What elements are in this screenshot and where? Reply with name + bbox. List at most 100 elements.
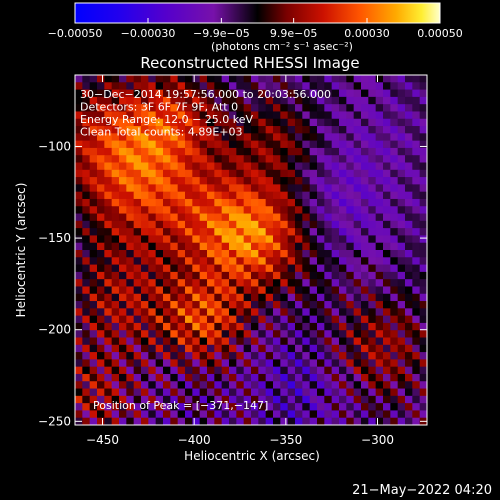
heatmap-cell [287, 126, 296, 134]
heatmap-cell [214, 82, 223, 90]
heatmap-cell [353, 395, 362, 404]
heatmap-cell [214, 140, 223, 149]
heatmap-cell [295, 337, 303, 346]
heatmap-cell [104, 118, 113, 127]
heatmap-cell [383, 162, 391, 171]
heatmap-cell [199, 82, 208, 90]
heatmap-cell [383, 279, 391, 287]
heatmap-cell [207, 177, 215, 185]
heatmap-cell [383, 89, 391, 98]
heatmap-cell [273, 417, 281, 426]
heatmap-cell [287, 198, 296, 207]
heatmap-cell [82, 264, 91, 273]
heatmap-cell [133, 184, 142, 193]
heatmap-cell [214, 89, 223, 98]
heatmap-cell [397, 381, 406, 389]
heatmap-cell [302, 184, 311, 193]
heatmap-cell [111, 417, 120, 426]
heatmap-cell [82, 96, 91, 105]
heatmap-cell [97, 155, 105, 163]
heatmap-cell [375, 388, 384, 397]
heatmap-cell [229, 315, 237, 324]
heatmap-cell [280, 235, 289, 244]
heatmap-cell [383, 373, 391, 382]
heatmap-cell [361, 330, 369, 338]
heatmap-cell [397, 169, 406, 178]
heatmap-cell [89, 279, 98, 287]
heatmap-cell [405, 104, 413, 112]
heatmap-cell [331, 177, 340, 185]
heatmap-cell [82, 184, 91, 193]
heatmap-cell [177, 395, 186, 404]
heatmap-cell [331, 381, 340, 389]
heatmap-cell [192, 301, 201, 309]
heatmap-cell [75, 373, 83, 382]
heatmap-cell [111, 220, 120, 229]
heatmap-cell [324, 75, 333, 83]
heatmap-cell [265, 403, 274, 411]
heatmap-cell [302, 220, 311, 229]
heatmap-cell [412, 220, 421, 229]
heatmap-cell [75, 403, 83, 411]
heatmap-cell [221, 104, 230, 112]
heatmap-cell [185, 206, 193, 214]
heatmap-cell [273, 410, 281, 419]
heatmap-cell [368, 213, 377, 222]
heatmap-cell [243, 315, 252, 324]
heatmap-cell [375, 315, 384, 324]
heatmap-cell [185, 75, 193, 83]
heatmap-cell [133, 242, 142, 251]
heatmap-cell [177, 169, 186, 178]
heatmap-cell [243, 352, 252, 360]
heatmap-cell [133, 220, 142, 229]
heatmap-cell [170, 352, 179, 360]
heatmap-cell [214, 359, 223, 368]
heatmap-cell [229, 395, 237, 404]
heatmap-cell [346, 395, 355, 404]
heatmap-cell [397, 250, 406, 258]
heatmap-cell [148, 133, 157, 142]
heatmap-cell [346, 111, 355, 120]
heatmap-cell [192, 330, 201, 338]
heatmap-cell [141, 322, 149, 331]
heatmap-cell [405, 403, 413, 411]
heatmap-cell [309, 410, 318, 419]
heatmap-cell [192, 381, 201, 389]
heatmap-cell [273, 228, 281, 236]
heatmap-cell [236, 352, 245, 360]
peak-label: Position of Peak = [−371,−147] [93, 399, 268, 412]
heatmap-cell [236, 220, 245, 229]
heatmap-cell [185, 198, 193, 207]
heatmap-cell [361, 315, 369, 324]
heatmap-cell [368, 191, 377, 200]
heatmap-cell [163, 286, 171, 295]
heatmap-cell [361, 322, 369, 331]
heatmap-cell [331, 104, 340, 112]
heatmap-cell [419, 337, 428, 346]
heatmap-cell [368, 417, 377, 426]
heatmap-cell [82, 330, 91, 338]
heatmap-cell [331, 271, 340, 280]
heatmap-cell [97, 104, 105, 112]
heatmap-cell [280, 308, 289, 317]
heatmap-cell [412, 191, 421, 200]
heatmap-cell [207, 250, 215, 258]
heatmap-cell [207, 359, 215, 368]
heatmap-cell [265, 242, 274, 251]
heatmap-cell [185, 89, 193, 98]
heatmap-cell [309, 177, 318, 185]
heatmap-cell [258, 104, 267, 112]
heatmap-cell [89, 206, 98, 214]
heatmap-cell [133, 133, 142, 142]
heatmap-cell [185, 155, 193, 163]
heatmap-cell [368, 381, 377, 389]
heatmap-cell [104, 359, 113, 368]
heatmap-cell [317, 381, 325, 389]
heatmap-cell [75, 126, 83, 134]
heatmap-cell [243, 366, 252, 375]
heatmap-cell [221, 388, 230, 397]
heatmap-cell [148, 206, 157, 214]
heatmap-cell [111, 96, 120, 105]
heatmap-cell [229, 177, 237, 185]
heatmap-cell [126, 111, 135, 120]
